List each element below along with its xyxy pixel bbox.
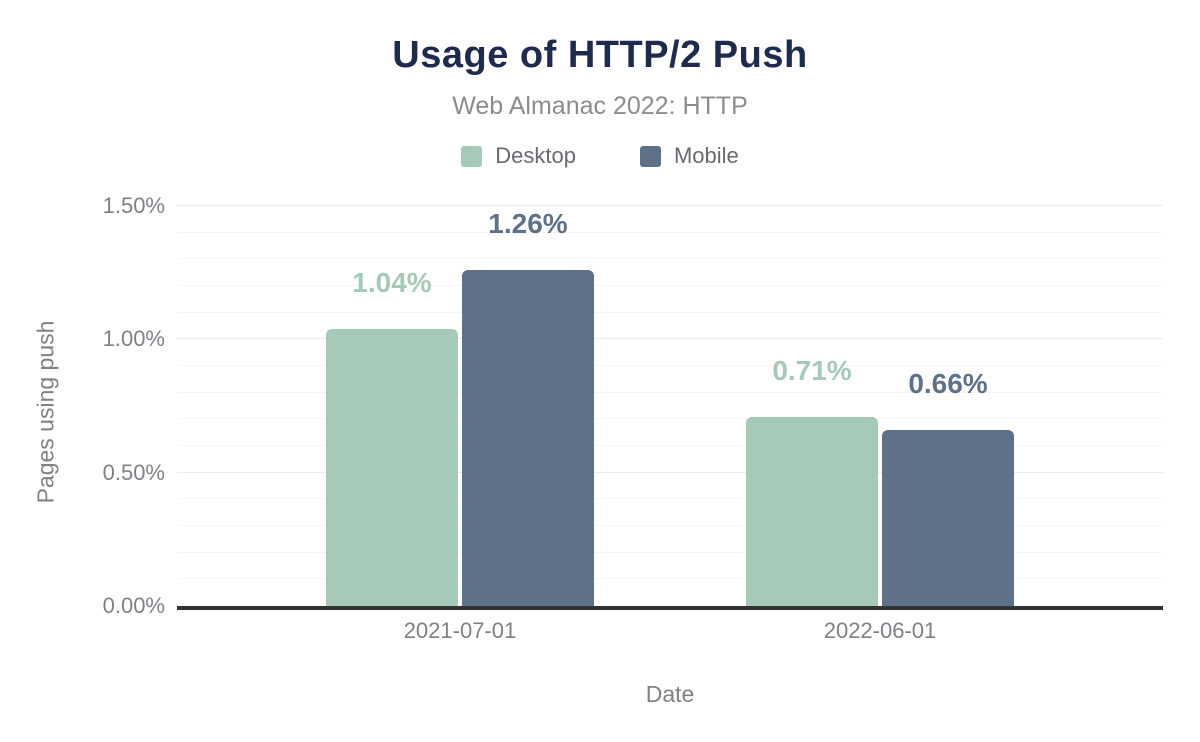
legend-label: Mobile [673,143,739,168]
x-axis-title: Date [645,681,695,707]
legend-swatch-desktop-icon [461,145,483,167]
x-tick-label: 2021-07-01 [403,618,517,643]
legend-swatch-mobile-icon [639,145,661,167]
minor-gridline [177,578,1163,580]
legend-item-desktop[interactable]: Desktop [461,143,576,169]
minor-gridline [177,365,1163,366]
y-tick-label: 0.00% [102,593,165,618]
bar-value-label-desktop-2021-07-01: 1.04% [352,266,432,298]
legend: Desktop Mobile [0,143,1200,169]
bar-value-label-desktop-2022-06-01: 0.71% [772,354,852,386]
chart-subtitle: Web Almanac 2022: HTTP [452,92,748,120]
legend-item-mobile[interactable]: Mobile [639,143,739,169]
bar-desktop-2021-07-01[interactable] [325,328,458,606]
bar-value-label-mobile-2021-07-01: 1.26% [488,208,568,239]
minor-gridline [177,258,1163,260]
minor-gridline [177,418,1163,420]
minor-gridline [177,285,1163,286]
y-tick-label: 1.50% [102,193,165,218]
y-axis-title: Pages using push [32,320,59,504]
legend-label: Desktop [495,143,576,168]
major-gridline [177,205,1163,206]
y-tick-label: 0.50% [102,459,165,485]
minor-gridline [177,498,1163,500]
bar-desktop-2022-06-01[interactable] [746,416,879,606]
minor-gridline [177,525,1163,526]
bar-mobile-2022-06-01[interactable] [882,430,1015,606]
y-tick-label: 1.00% [102,326,165,352]
minor-gridline [177,311,1163,313]
minor-gridline [177,551,1163,553]
minor-gridline [177,391,1163,393]
bar-value-label-mobile-2022-06-01: 0.66% [908,368,988,399]
major-gridline [177,338,1163,340]
chart-title: Usage of HTTP/2 Push [392,34,808,76]
x-tick-label: 2022-06-01 [823,618,937,643]
minor-gridline [177,231,1163,233]
major-gridline [177,471,1163,473]
plot-area: 0.00% 0.50% 1.00% 1.50% 1.04% 1.26% 2021-07-01… [103,195,1163,642]
bar-mobile-2021-07-01[interactable] [461,270,594,606]
minor-gridline [177,445,1163,446]
x-axis-line [177,606,1163,610]
